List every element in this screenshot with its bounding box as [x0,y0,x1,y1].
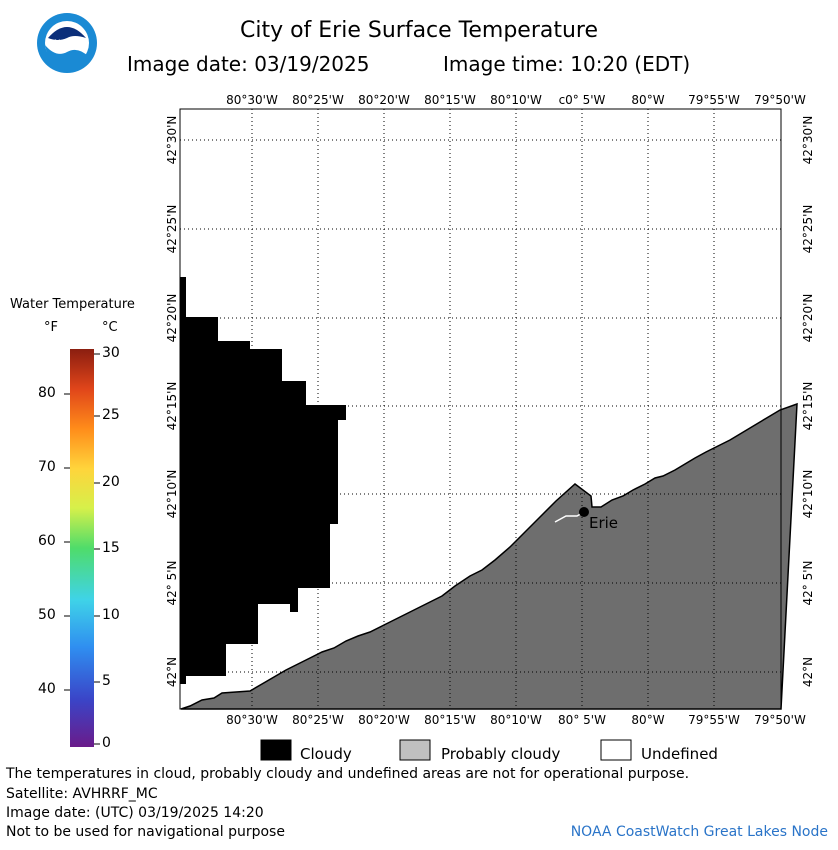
lon-label-top: c0° 5'W [559,93,606,107]
lon-label-bottom: 79°55'W [688,713,740,727]
tick-c: 15 [102,540,120,556]
graticule [180,109,781,709]
lon-label-top: 80°W [631,93,664,107]
tick-c: 10 [102,607,120,623]
latitude-labels-left: 42°N 42° 5'N 42°10'N 42°15'N 42°20'N 42°… [165,116,179,688]
lat-label-left: 42°10'N [165,470,179,519]
page-title: City of Erie Surface Temperature [239,18,599,43]
disclaimer-text: The temperatures in cloud, probably clou… [6,766,690,782]
probably-cloudy-swatch [399,739,431,761]
lon-label-bottom: 80°15'W [424,713,476,727]
legend-cloudy-label: Cloudy [300,745,352,763]
cloud-area [180,277,346,684]
lon-label-bottom: 80°10'W [490,713,542,727]
image-time-label: Image time: 10:20 (EDT) [443,52,691,76]
tick-f: 40 [38,681,56,697]
lat-label-right: 42° 5'N [801,561,815,606]
lon-label-bottom: 79°50'W [754,713,806,727]
tick-f: 70 [38,459,56,475]
lon-label-top: 80°30'W [226,93,278,107]
legend-undefined-label: Undefined [641,745,718,763]
tick-f: 50 [38,607,56,623]
lon-label-bottom: 80°20'W [358,713,410,727]
lon-label-top: 80°10'W [490,93,542,107]
city-label: Erie [589,514,618,532]
lat-label-right: 42°N [801,657,815,687]
lon-label-bottom: 80° 5'W [558,713,606,727]
logo-text: NOAA [54,39,81,49]
lat-label-left: 42°30'N [165,116,179,165]
lon-label-top: 79°55'W [688,93,740,107]
lon-label-top: 79°50'W [754,93,806,107]
scale-title: Water Temperature [10,297,135,312]
lon-label-bottom: 80°W [631,713,664,727]
credit-text: NOAA CoastWatch Great Lakes Node [570,824,828,840]
lat-label-left: 42°20'N [165,294,179,343]
lon-label-top: 80°25'W [292,93,344,107]
legend-probably-cloudy-label: Probably cloudy [441,745,561,763]
lat-label-right: 42°30'N [801,116,815,165]
utc-date-text: Image date: (UTC) 03/19/2025 14:20 [6,805,264,821]
erie-city-marker [579,507,589,517]
lat-label-right: 42°15'N [801,382,815,431]
land-area [180,402,798,710]
temperature-color-bar [70,349,94,747]
tick-c: 5 [102,673,111,689]
lon-label-bottom: 80°25'W [292,713,344,727]
lon-label-top: 80°20'W [358,93,410,107]
longitude-labels-top: 80°30'W 80°25'W 80°20'W 80°15'W 80°10'W … [226,93,806,107]
undefined-swatch [600,739,632,761]
lon-label-bottom: 80°30'W [226,713,278,727]
lat-label-left: 42°25'N [165,205,179,254]
noaa-logo: NOAA [36,12,98,74]
map-frame [179,108,782,710]
lat-label-left: 42°15'N [165,382,179,431]
tick-c: 0 [102,735,111,751]
lat-label-left: 42°N [165,657,179,687]
image-date-label: Image date: 03/19/2025 [127,52,370,76]
scale-ticks [64,353,100,745]
latitude-labels-right: 42°N 42° 5'N 42°10'N 42°15'N 42°20'N 42°… [801,116,815,688]
lat-label-right: 42°10'N [801,470,815,519]
longitude-labels-bottom: 80°30'W 80°25'W 80°20'W 80°15'W 80°10'W … [226,713,806,727]
cloudy-swatch [260,739,292,761]
navigation-warning: Not to be used for navigational purpose [6,824,285,840]
lon-label-top: 80°15'W [424,93,476,107]
unit-celsius: °C [102,320,118,335]
unit-fahrenheit: °F [44,320,58,335]
tick-c: 30 [102,345,120,361]
lat-label-right: 42°25'N [801,205,815,254]
lat-label-left: 42° 5'N [165,561,179,606]
tick-c: 25 [102,407,120,423]
satellite-text: Satellite: AVHRRF_MC [6,786,158,802]
tick-f: 60 [38,533,56,549]
tick-c: 20 [102,474,120,490]
lat-label-right: 42°20'N [801,294,815,343]
tick-f: 80 [38,385,56,401]
